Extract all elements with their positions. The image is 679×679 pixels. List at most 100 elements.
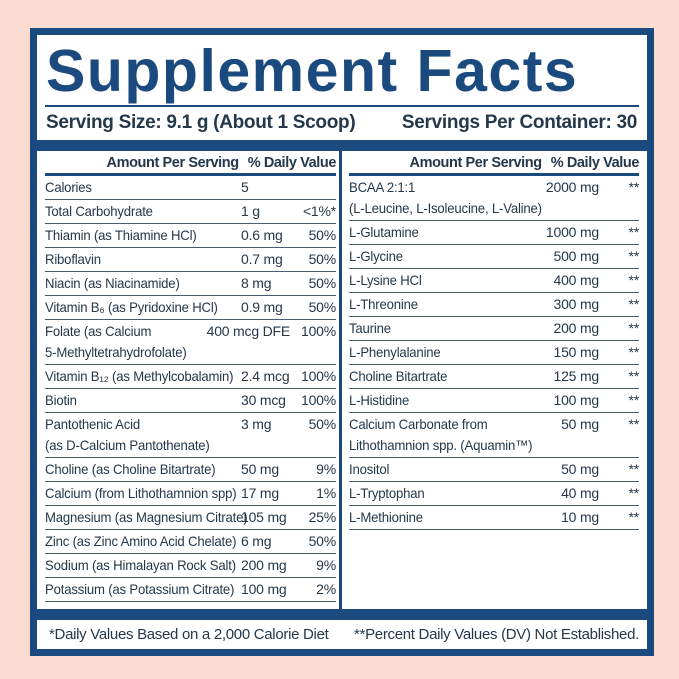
table-row: L-Methionine 10 mg ** bbox=[349, 506, 639, 530]
ingredient-daily-value: 100% bbox=[300, 392, 336, 408]
left-column: Amount Per Serving % Daily Value Calorie… bbox=[37, 151, 339, 609]
table-row: Potassium (as Potassium Citrate) 100 mg … bbox=[45, 578, 336, 602]
ingredient-daily-value: 50% bbox=[308, 533, 337, 549]
bottom-thick-bar bbox=[37, 609, 647, 620]
ingredient-daily-value: <1%* bbox=[302, 203, 336, 219]
table-row: Sodium (as Himalayan Rock Salt) 200 mg 9… bbox=[45, 554, 336, 578]
ingredient-name: Zinc (as Zinc Amino Acid Chelate) bbox=[45, 533, 237, 549]
ingredient-amount: 100 mg bbox=[553, 392, 600, 408]
ingredient-name: Niacin (as Niacinamide) bbox=[45, 275, 180, 291]
ingredient-name: Potassium (as Potassium Citrate) bbox=[45, 581, 235, 597]
ingredient-name: Total Carbohydrate bbox=[45, 203, 153, 219]
table-row: Vitamin B₆ (as Pyridoxine HCl) 0.9 mg 50… bbox=[45, 296, 336, 320]
ingredient-daily-value: 25% bbox=[308, 509, 337, 525]
ingredient-amount: 2000 mg bbox=[545, 179, 599, 195]
ingredient-daily-value: ** bbox=[628, 368, 640, 384]
right-rows-container: BCAA 2:1:1 (L-Leucine, L-Isoleucine, L-V… bbox=[349, 176, 639, 530]
table-row: L-Lysine HCl 400 mg ** bbox=[349, 269, 639, 293]
ingredient-name: Choline (as Choline Bitartrate) bbox=[45, 461, 216, 477]
ingredient-amount: 2.4 mcg bbox=[241, 368, 290, 384]
ingredient-amount: 10 mg bbox=[561, 509, 599, 525]
ingredient-daily-value: ** bbox=[628, 320, 640, 336]
ingredient-daily-value: ** bbox=[628, 272, 640, 288]
column-divider bbox=[339, 151, 342, 609]
left-rows-container: Calories 5 Total Carbohydrate 1 g <1%* T… bbox=[45, 176, 336, 602]
table-row: Total Carbohydrate 1 g <1%* bbox=[45, 200, 336, 224]
ingredient-amount: 6 mg bbox=[241, 533, 272, 549]
table-row: BCAA 2:1:1 (L-Leucine, L-Isoleucine, L-V… bbox=[349, 176, 639, 221]
ingredient-daily-value: ** bbox=[628, 416, 640, 432]
ingredient-name: Riboflavin bbox=[45, 251, 101, 267]
left-column-header: Amount Per Serving % Daily Value bbox=[45, 151, 336, 176]
not-established-footnote: **Percent Daily Values (DV) Not Establis… bbox=[354, 626, 639, 643]
ingredient-daily-value: ** bbox=[628, 224, 640, 240]
ingredient-daily-value: ** bbox=[628, 392, 640, 408]
amount-per-serving-header: Amount Per Serving bbox=[409, 155, 543, 171]
table-row: Calcium (from Lithothamnion spp) 17 mg 1… bbox=[45, 482, 336, 506]
table-row: Vitamin B₁₂ (as Methylcobalamin) 2.4 mcg… bbox=[45, 365, 336, 389]
amount-per-serving-header: Amount Per Serving bbox=[106, 155, 240, 171]
ingredient-name: L-Lysine HCl bbox=[349, 272, 422, 288]
ingredient-amount: 50 mg bbox=[241, 461, 279, 477]
ingredient-amount: 0.7 mg bbox=[241, 251, 283, 267]
table-row: Choline (as Choline Bitartrate) 50 mg 9% bbox=[45, 458, 336, 482]
table-row: Thiamin (as Thiamine HCl) 0.6 mg 50% bbox=[45, 224, 336, 248]
ingredient-amount: 0.6 mg bbox=[241, 227, 283, 243]
ingredient-amount: 0.9 mg bbox=[241, 299, 283, 315]
daily-value-footnote: *Daily Values Based on a 2,000 Calorie D… bbox=[49, 626, 329, 643]
ingredient-amount: 100 mg bbox=[241, 581, 287, 597]
table-row: Calcium Carbonate from Lithothamnion spp… bbox=[349, 413, 639, 458]
ingredient-daily-value: 50% bbox=[308, 275, 337, 291]
ingredient-name: BCAA 2:1:1 (L-Leucine, L-Isoleucine, L-V… bbox=[349, 179, 542, 216]
title-divider bbox=[45, 105, 639, 107]
table-row: L-Threonine 300 mg ** bbox=[349, 293, 639, 317]
ingredient-daily-value: ** bbox=[628, 509, 640, 525]
ingredient-name: Calories bbox=[45, 179, 92, 195]
ingredient-amount: 125 mg bbox=[553, 368, 600, 384]
ingredient-daily-value: 50% bbox=[308, 251, 337, 267]
supplement-facts-panel: Supplement Facts Serving Size: 9.1 g (Ab… bbox=[30, 28, 654, 656]
daily-value-header: % Daily Value bbox=[550, 155, 640, 171]
servings-per-container-label: Servings Per Container: 30 bbox=[401, 112, 637, 133]
ingredient-name: L-Histidine bbox=[349, 392, 410, 408]
ingredient-name: Pantothenic Acid (as D-Calcium Pantothen… bbox=[45, 416, 210, 453]
ingredient-daily-value: ** bbox=[628, 248, 640, 264]
ingredient-amount: 17 mg bbox=[241, 485, 279, 501]
table-row: Pantothenic Acid (as D-Calcium Pantothen… bbox=[45, 413, 336, 458]
ingredient-name: Sodium (as Himalayan Rock Salt) bbox=[45, 557, 236, 573]
ingredient-name: Calcium Carbonate from Lithothamnion spp… bbox=[349, 416, 533, 453]
ingredient-amount: 200 mg bbox=[241, 557, 287, 573]
table-row: Zinc (as Zinc Amino Acid Chelate) 6 mg 5… bbox=[45, 530, 336, 554]
ingredient-name: L-Methionine bbox=[349, 509, 423, 525]
ingredient-daily-value: 9% bbox=[316, 461, 336, 477]
ingredient-name: Thiamin (as Thiamine HCl) bbox=[45, 227, 197, 243]
ingredient-amount: 300 mg bbox=[553, 296, 600, 312]
ingredient-amount: 400 mcg DFE bbox=[206, 323, 291, 339]
page-title: Supplement Facts bbox=[46, 38, 579, 104]
ingredient-amount: 50 mg bbox=[561, 416, 599, 432]
ingredient-amount: 5 bbox=[241, 179, 249, 195]
ingredient-name: Vitamin B₁₂ (as Methylcobalamin) bbox=[45, 368, 234, 384]
ingredient-amount: 50 mg bbox=[561, 461, 599, 477]
ingredient-name: L-Phenylalanine bbox=[349, 344, 441, 360]
table-row: Taurine 200 mg ** bbox=[349, 317, 639, 341]
table-row: L-Tryptophan 40 mg ** bbox=[349, 482, 639, 506]
ingredient-daily-value: 50% bbox=[308, 227, 337, 243]
ingredient-name: Inositol bbox=[349, 461, 390, 477]
table-row: L-Glycine 500 mg ** bbox=[349, 245, 639, 269]
serving-size-label: Serving Size: 9.1 g (About 1 Scoop) bbox=[46, 112, 356, 133]
table-row: Choline Bitartrate 125 mg ** bbox=[349, 365, 639, 389]
ingredient-name: Choline Bitartrate bbox=[349, 368, 448, 384]
table-row: Calories 5 bbox=[45, 176, 336, 200]
ingredient-name: Vitamin B₆ (as Pyridoxine HCl) bbox=[45, 299, 218, 315]
ingredient-daily-value: ** bbox=[628, 461, 640, 477]
table-row: Magnesium (as Magnesium Citrate) 105 mg … bbox=[45, 506, 336, 530]
ingredient-amount: 30 mcg bbox=[241, 392, 286, 408]
ingredient-amount: 1000 mg bbox=[545, 224, 599, 240]
ingredient-name: Calcium (from Lithothamnion spp) bbox=[45, 485, 237, 501]
ingredient-amount: 200 mg bbox=[553, 320, 600, 336]
ingredient-name: L-Glycine bbox=[349, 248, 403, 264]
ingredient-name: L-Threonine bbox=[349, 296, 418, 312]
table-row: Niacin (as Niacinamide) 8 mg 50% bbox=[45, 272, 336, 296]
top-thick-bar bbox=[37, 140, 647, 151]
